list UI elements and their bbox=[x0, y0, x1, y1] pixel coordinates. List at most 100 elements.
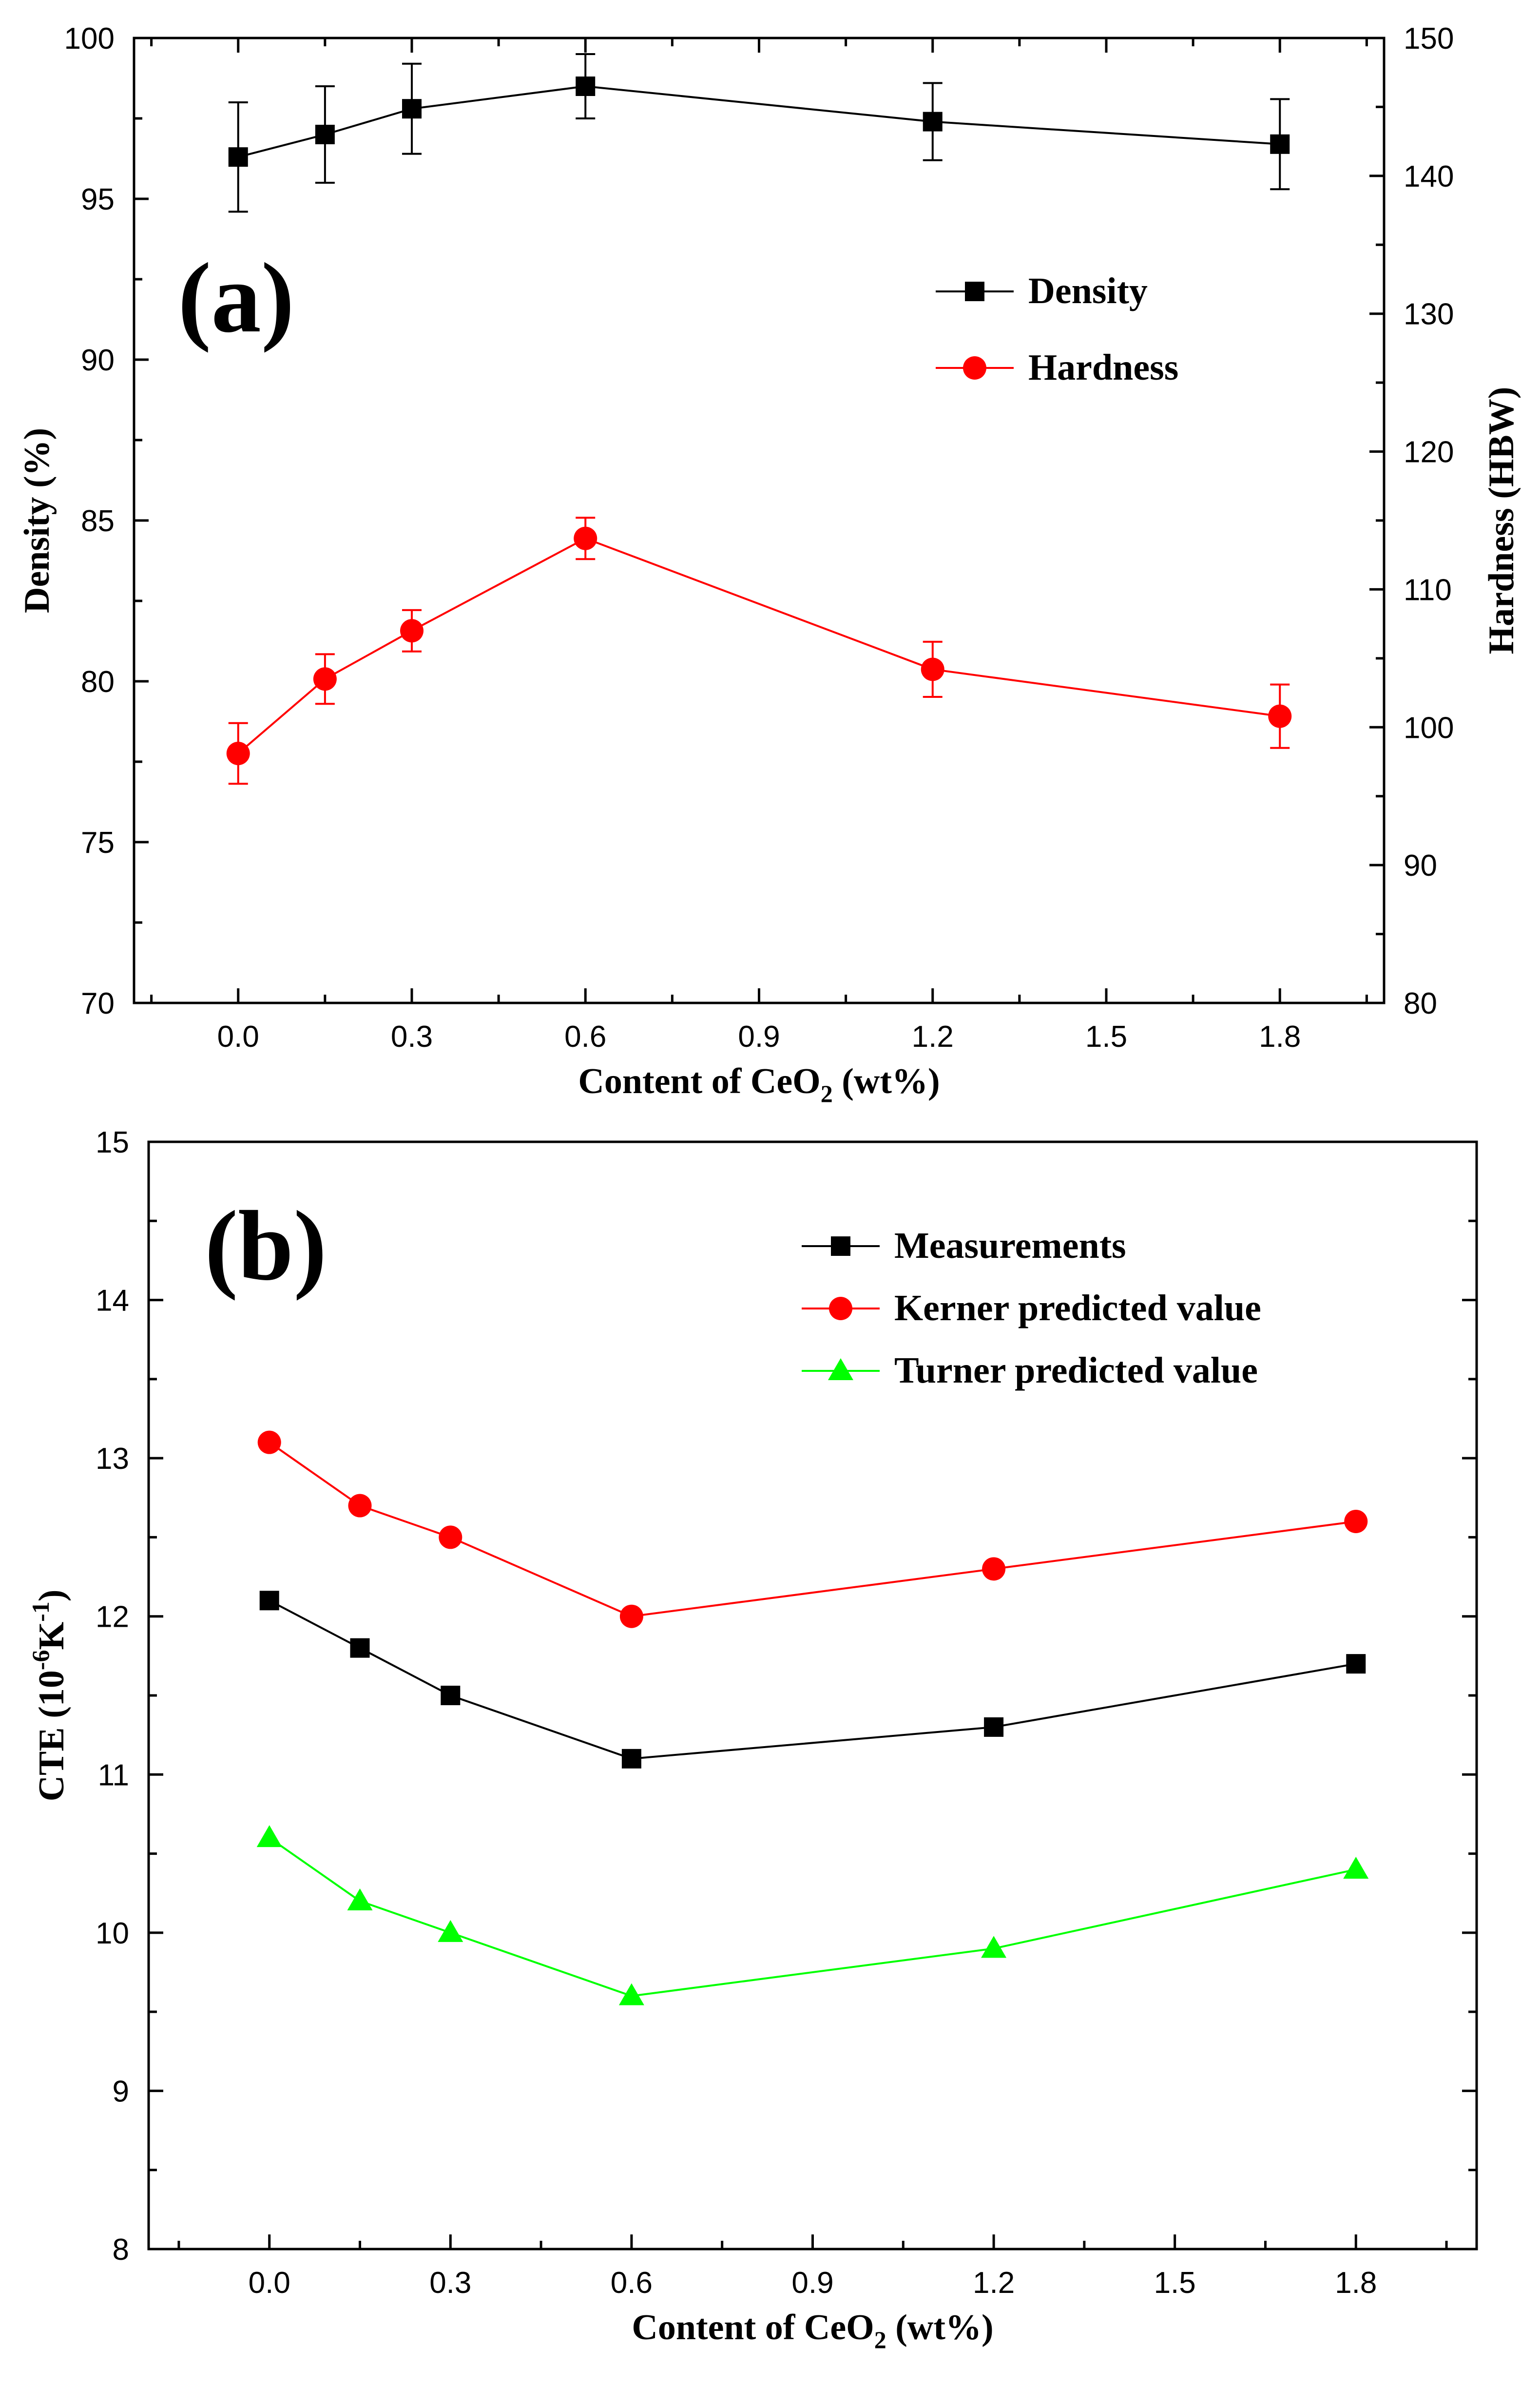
legend-marker-density bbox=[965, 282, 984, 301]
data-point-turner-predicted-value bbox=[618, 1983, 644, 2005]
y-tick-label: 80 bbox=[81, 665, 115, 699]
x-tick-label: 1.2 bbox=[973, 2266, 1015, 2300]
y-axis-title-unit: K bbox=[32, 1622, 72, 1650]
y-right-tick-label: 110 bbox=[1404, 573, 1452, 607]
data-point-turner-predicted-value bbox=[256, 1825, 282, 1847]
y-axis-title-superscript: -6 bbox=[27, 1650, 54, 1670]
x-tick-label: 0.0 bbox=[249, 2266, 290, 2300]
data-point-measurements bbox=[621, 1749, 641, 1769]
data-point-hardness bbox=[1268, 704, 1292, 728]
x-tick-label: 0.0 bbox=[217, 1020, 259, 1054]
x-tick-label: 0.6 bbox=[611, 2266, 653, 2300]
y-tick-label: 8 bbox=[113, 2233, 129, 2267]
data-point-measurements bbox=[1346, 1654, 1366, 1674]
legend-label-hardness: Hardness bbox=[1028, 347, 1178, 388]
y-axis-title: CTE (10-6K-1) bbox=[27, 1590, 72, 1802]
legend-label-turner-predicted-value: Turner predicted value bbox=[894, 1350, 1258, 1391]
x-axis-title-tail: (wt%) bbox=[886, 2308, 994, 2348]
legend-label-measurements: Measurements bbox=[894, 1225, 1126, 1266]
series-line-hardness bbox=[237, 537, 1280, 754]
y-axis-title-post: ) bbox=[32, 1590, 72, 1602]
series-line-measurements bbox=[269, 1599, 1356, 1760]
data-point-hardness bbox=[226, 742, 250, 766]
x-tick-label: 1.5 bbox=[1085, 1020, 1127, 1054]
y-tick-label: 10 bbox=[96, 1917, 129, 1950]
y-right-tick-label: 130 bbox=[1404, 298, 1454, 331]
data-point-density bbox=[315, 125, 335, 144]
data-point-kerner-predicted-value bbox=[439, 1525, 462, 1549]
y-axis-title: Density (%) bbox=[17, 428, 57, 613]
legend-marker-kerner-predicted-value bbox=[829, 1297, 852, 1320]
data-point-turner-predicted-value bbox=[1343, 1857, 1369, 1879]
x-tick-label: 0.9 bbox=[738, 1020, 780, 1054]
legend-marker-measurements bbox=[831, 1236, 850, 1256]
y-tick-label: 100 bbox=[64, 22, 115, 56]
y-right-tick-label: 80 bbox=[1404, 987, 1437, 1020]
legend-marker-turner-predicted-value bbox=[828, 1358, 853, 1380]
data-point-hardness bbox=[921, 657, 944, 681]
y-tick-label: 11 bbox=[98, 1758, 129, 1792]
data-point-density bbox=[923, 112, 943, 132]
y-right-tick-label: 120 bbox=[1404, 436, 1454, 469]
data-point-kerner-predicted-value bbox=[348, 1494, 372, 1518]
data-point-hardness bbox=[313, 667, 337, 691]
data-point-density bbox=[576, 77, 596, 96]
data-point-measurements bbox=[441, 1686, 461, 1705]
y-tick-label: 14 bbox=[96, 1284, 129, 1318]
x-tick-label: 0.9 bbox=[791, 2266, 833, 2300]
x-tick-label: 0.6 bbox=[564, 1020, 606, 1054]
data-point-measurements bbox=[350, 1638, 370, 1658]
data-point-density bbox=[402, 99, 422, 119]
series-line-turner-predicted-value bbox=[269, 1837, 1356, 1997]
x-axis-title-main: Content of CeO bbox=[578, 1061, 820, 1101]
series-line-kerner-predicted-value bbox=[269, 1442, 1356, 1617]
data-point-measurements bbox=[259, 1591, 279, 1611]
data-point-hardness bbox=[400, 619, 424, 643]
x-axis-title-subscript: 2 bbox=[821, 1080, 833, 1107]
legend-marker-hardness bbox=[963, 356, 986, 380]
x-tick-label: 1.8 bbox=[1259, 1020, 1301, 1054]
x-tick-label: 1.2 bbox=[912, 1020, 954, 1054]
y-tick-label: 75 bbox=[81, 826, 115, 860]
y-right-tick-label: 100 bbox=[1404, 711, 1454, 745]
data-point-density bbox=[228, 147, 248, 167]
x-tick-label: 1.5 bbox=[1154, 2266, 1196, 2300]
y-tick-label: 13 bbox=[96, 1442, 129, 1476]
y-right-tick-label: 150 bbox=[1404, 22, 1454, 56]
panel-b-label: (b) bbox=[205, 1191, 327, 1301]
series-line-density bbox=[238, 85, 1280, 158]
y-tick-label: 70 bbox=[81, 987, 115, 1020]
x-axis-title-tail: (wt%) bbox=[833, 1061, 940, 1101]
y-right-tick-label: 140 bbox=[1404, 160, 1454, 193]
data-point-kerner-predicted-value bbox=[619, 1604, 643, 1628]
x-tick-label: 1.8 bbox=[1335, 2266, 1377, 2300]
y-right-tick-label: 90 bbox=[1404, 849, 1437, 883]
data-point-kerner-predicted-value bbox=[982, 1557, 1006, 1581]
data-point-turner-predicted-value bbox=[347, 1888, 373, 1910]
x-axis-title-main: Content of CeO bbox=[632, 2308, 874, 2348]
legend-label-density: Density bbox=[1028, 270, 1148, 311]
y-right-axis-title: Hardness (HBW) bbox=[1482, 387, 1521, 654]
data-point-hardness bbox=[574, 526, 597, 550]
panel-a-chart: (a) 0.0 0.3 0.6 0.9 1.2 1.5 1.8 70 75 80 85 90 95 100… bbox=[17, 22, 1521, 1107]
y-tick-label: 90 bbox=[81, 344, 115, 377]
y-axis-title-pre: CTE (10 bbox=[32, 1670, 72, 1801]
data-point-kerner-predicted-value bbox=[1344, 1509, 1368, 1533]
panel-b-chart: (b) 0.0 0.3 0.6 0.9 1.2 1.5 1.8 8 9 10 11 12 13 14 15 C… bbox=[27, 1126, 1478, 2353]
data-point-measurements bbox=[984, 1717, 1004, 1737]
x-axis-title: Content of CeO2 (wt%) bbox=[578, 1061, 940, 1107]
x-axis-title-subscript: 2 bbox=[874, 2326, 886, 2353]
y-tick-label: 15 bbox=[96, 1126, 129, 1159]
y-tick-label: 9 bbox=[113, 2075, 129, 2108]
panel-a-label: (a) bbox=[178, 243, 294, 353]
data-point-turner-predicted-value bbox=[981, 1936, 1007, 1958]
data-point-density bbox=[1270, 134, 1290, 154]
x-tick-label: 0.3 bbox=[391, 1020, 433, 1054]
y-tick-label: 12 bbox=[96, 1600, 129, 1634]
x-axis-title: Content of CeO2 (wt%) bbox=[632, 2308, 993, 2353]
legend-label-kerner-predicted-value: Kerner predicted value bbox=[894, 1288, 1261, 1328]
y-tick-label: 85 bbox=[81, 504, 115, 538]
x-tick-label: 0.3 bbox=[429, 2266, 471, 2300]
data-point-kerner-predicted-value bbox=[257, 1430, 281, 1454]
